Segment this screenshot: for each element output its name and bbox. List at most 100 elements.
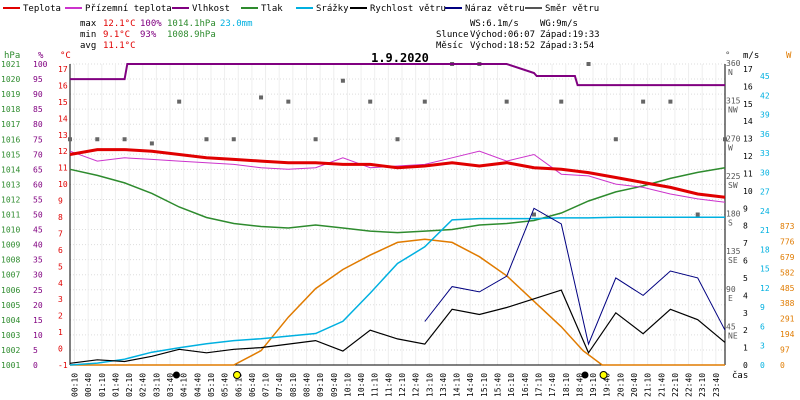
time-tick-9: 04:40 (193, 373, 202, 397)
time-tick-15: 07:40 (275, 373, 284, 397)
w-tick-0: 0 (780, 361, 785, 370)
ms-tick-3: 3 (743, 309, 748, 318)
rain-line (69, 216, 725, 366)
solar-radiation-line (70, 238, 725, 366)
stat-avg-label: avg (80, 41, 96, 51)
time-tick-7: 03:40 (166, 373, 175, 397)
c-tick--1: -1 (58, 361, 68, 370)
ms-tick-9: 9 (743, 204, 748, 213)
ms-tick-0: 0 (743, 361, 748, 370)
dir-deg-315: 315 (726, 97, 741, 106)
hpa-tick-1001: 1001 (1, 361, 20, 370)
wind-gust-line (424, 207, 726, 346)
c-axis-label: °C (60, 51, 71, 61)
right-axes: 360N315NW270W225SW180S135SE90E45NE012345… (726, 59, 795, 370)
ws-text: WS:6.1m/s (470, 19, 519, 29)
ms-axis-label: m/s (743, 51, 759, 61)
wind-direction-point-0 (68, 137, 72, 142)
hpa-tick-1013: 1013 (1, 180, 20, 189)
time-tick-11: 05:40 (221, 373, 230, 397)
w-tick-388: 388 (780, 299, 795, 308)
wind-direction-point-10 (340, 78, 345, 83)
c-tick-13: 13 (58, 131, 68, 140)
time-tick-43: 21:40 (657, 373, 666, 397)
legend-label-2: Vlhkost (192, 4, 230, 14)
wg-text: WG:9m/s (540, 19, 578, 29)
pct-axis-label: % (38, 51, 44, 61)
moon-rise: Východ:18:52 (470, 41, 535, 51)
hpa-tick-1008: 1008 (1, 256, 20, 265)
hpa-tick-1010: 1010 (1, 226, 20, 235)
time-tick-38: 19:10 (589, 373, 598, 397)
wind-direction-point-16 (504, 99, 509, 104)
info-block: WS:6.1m/s WG:9m/s Slunce Východ:06:07 Zá… (436, 19, 600, 51)
c-tick-3: 3 (58, 295, 63, 304)
wind-direction-point-18 (559, 99, 564, 104)
pct-tick-90: 90 (33, 90, 43, 99)
time-tick-18: 09:10 (316, 373, 325, 397)
wind-direction-point-4 (177, 99, 182, 104)
time-tick-14: 07:10 (262, 373, 271, 397)
mm-tick-39: 39 (760, 111, 770, 120)
c-tick-6: 6 (58, 246, 63, 255)
hpa-tick-1020: 1020 (1, 75, 20, 84)
pct-tick-55: 55 (33, 195, 43, 204)
ms-tick-2: 2 (743, 326, 748, 335)
stat-max-label: max (80, 19, 97, 29)
dir-deg-225: 225 (726, 172, 741, 181)
ms-tick-11: 11 (743, 169, 753, 178)
time-tick-33: 16:40 (521, 373, 530, 397)
x-axis-label: čas (732, 370, 748, 381)
hpa-tick-1016: 1016 (1, 135, 20, 144)
time-tick-5: 02:40 (139, 373, 148, 397)
c-tick-16: 16 (58, 81, 68, 90)
wind-direction-point-19 (586, 62, 591, 66)
time-tick-28: 14:10 (453, 373, 462, 397)
c-tick-8: 8 (58, 213, 63, 222)
legend-label-0: Teplota (23, 4, 61, 14)
time-tick-21: 10:40 (357, 373, 366, 397)
pct-tick-20: 20 (33, 301, 43, 310)
ms-tick-7: 7 (743, 239, 748, 248)
pct-tick-75: 75 (33, 135, 43, 144)
time-tick-24: 12:10 (398, 373, 407, 397)
time-tick-41: 20:40 (630, 373, 639, 397)
c-tick-10: 10 (58, 180, 68, 189)
wind-speed-line (69, 289, 726, 364)
c-tick-2: 2 (58, 312, 63, 321)
time-tick-42: 21:10 (644, 373, 653, 397)
hpa-tick-1007: 1007 (1, 271, 20, 280)
legend-label-3: Tlak (261, 4, 283, 14)
stat-min-hum: 93% (140, 30, 157, 40)
pct-tick-35: 35 (33, 256, 43, 265)
hpa-axis-label: hPa (4, 51, 20, 61)
dir-deg-45: 45 (726, 322, 736, 331)
dir-deg-90: 90 (726, 285, 736, 294)
chart-title: 1.9.2020 (371, 51, 429, 65)
c-tick-0: 0 (58, 345, 63, 354)
ms-tick-17: 17 (743, 65, 753, 74)
time-tick-34: 17:10 (534, 373, 543, 397)
wind-direction-point-13 (422, 99, 427, 104)
c-tick-12: 12 (58, 147, 68, 156)
wind-direction-point-5 (204, 137, 209, 142)
wind-direction-point-6 (231, 137, 236, 142)
time-tick-45: 22:40 (685, 373, 694, 397)
sunset-marker (599, 371, 608, 379)
w-tick-97: 97 (780, 346, 790, 355)
time-tick-10: 05:10 (207, 373, 216, 397)
wind-direction-point-24 (723, 137, 727, 142)
hpa-tick-1011: 1011 (1, 211, 20, 220)
time-tick-46: 23:10 (698, 373, 707, 397)
time-tick-44: 22:10 (671, 373, 680, 397)
chart-legend: Teplota Přízemní teplota Vlhkost Tlak Srážky… (3, 4, 599, 14)
mm-tick-12: 12 (760, 284, 770, 293)
stat-min-temp: 9.1°C (103, 30, 130, 40)
time-tick-22: 11:10 (371, 373, 380, 397)
w-axis-label: W (786, 51, 792, 61)
time-tick-35: 17:40 (548, 373, 557, 397)
ms-tick-8: 8 (743, 222, 748, 231)
mm-tick-21: 21 (760, 226, 770, 235)
pct-tick-25: 25 (33, 286, 43, 295)
grid (70, 63, 725, 366)
